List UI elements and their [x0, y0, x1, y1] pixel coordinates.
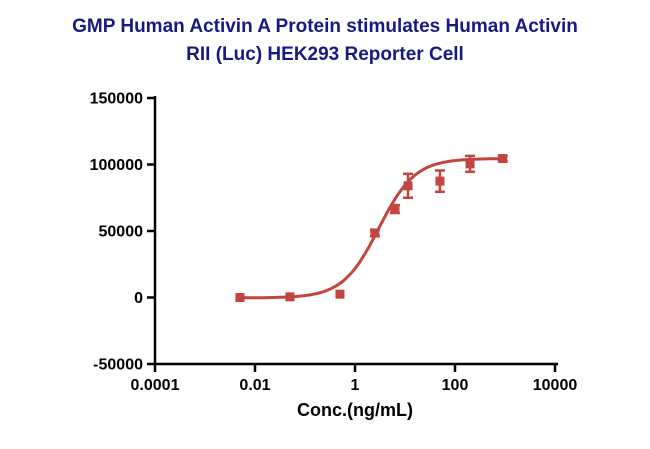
data-point-marker	[435, 176, 445, 186]
chart-title-line2: RII (Luc) HEK293 Reporter Cell	[186, 44, 464, 65]
data-point-marker	[235, 293, 245, 302]
data-point-marker	[498, 154, 508, 164]
data-point-marker	[390, 204, 400, 214]
y-tick-label: 50000	[99, 224, 144, 241]
x-tick-label: 1	[351, 377, 360, 394]
x-tick-label: 0.0001	[131, 377, 180, 394]
data-point-marker	[285, 292, 295, 302]
x-tick-label: 100	[442, 377, 469, 394]
chart-title: GMP Human Activin A Protein stimulates H…	[0, 13, 650, 69]
chart-title-line1: GMP Human Activin A Protein stimulates H…	[72, 16, 578, 37]
x-axis-label: Conc.(ng/mL)	[297, 400, 413, 420]
y-tick-label: 150000	[90, 91, 143, 108]
x-tick-label: 10000	[533, 377, 578, 394]
x-tick-label: 0.01	[239, 377, 270, 394]
data-point-marker	[335, 289, 345, 299]
y-tick-label: -50000	[93, 357, 143, 374]
y-tick-label: 100000	[90, 157, 143, 174]
fit-curve	[238, 157, 505, 300]
data-point-marker	[465, 159, 475, 169]
data-point-marker	[370, 228, 380, 238]
data-point-marker	[403, 181, 413, 191]
y-tick-label: 0	[134, 290, 143, 307]
